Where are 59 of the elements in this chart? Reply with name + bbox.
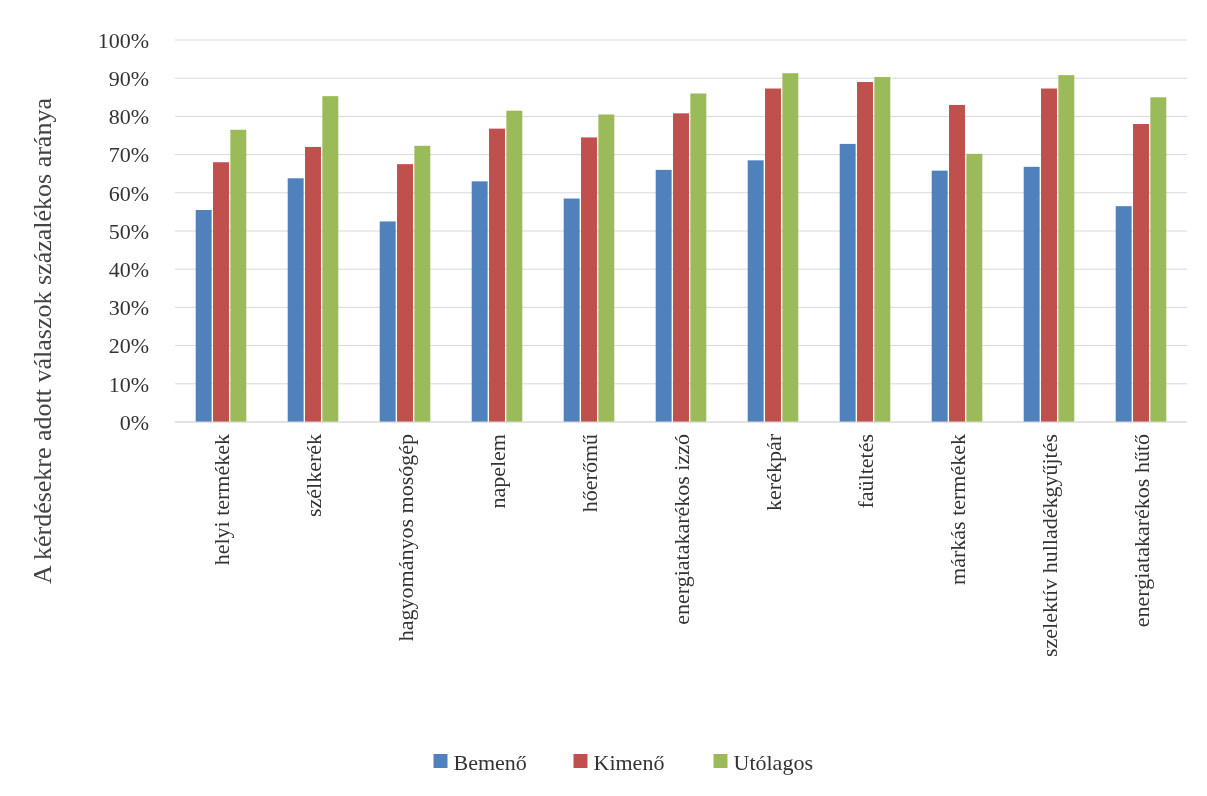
y-tick-label: 100% — [97, 27, 149, 53]
bar — [287, 178, 304, 422]
y-tick-label: 20% — [108, 333, 149, 359]
bar — [1150, 97, 1167, 422]
legend-label: Utólagos — [733, 749, 813, 775]
bar — [489, 128, 505, 422]
bar — [1133, 124, 1149, 422]
bar — [305, 146, 321, 422]
bar — [213, 162, 229, 422]
bar — [874, 77, 891, 422]
x-tick-label: hagyományos mosógép — [392, 434, 418, 642]
y-tick-label: 40% — [108, 256, 149, 282]
x-tick-label: szelektív hulladékgyűjtés — [1036, 434, 1062, 657]
bar — [195, 209, 212, 422]
bar — [379, 221, 396, 422]
bar — [931, 170, 948, 422]
x-tick-label: szélkerék — [300, 434, 326, 518]
y-tick-label: 30% — [108, 295, 149, 321]
y-tick-label: 0% — [119, 409, 149, 435]
x-tick-label: napelem — [484, 434, 510, 509]
bar — [1058, 75, 1075, 422]
y-tick-label: 80% — [108, 104, 149, 130]
bar — [966, 153, 983, 422]
bar — [397, 164, 413, 422]
x-tick-label: hőerőmű — [576, 434, 602, 513]
bar — [765, 88, 781, 422]
x-tick-label: helyi termékek — [208, 434, 234, 566]
bar — [747, 160, 764, 422]
bar — [563, 198, 580, 422]
bar — [598, 114, 615, 422]
bar — [1115, 206, 1132, 422]
bar — [782, 73, 799, 422]
y-axis-title: A kérdésekre adott válaszok százalékos aránya — [28, 97, 58, 584]
y-tick-label: 60% — [108, 180, 149, 206]
bar — [506, 110, 523, 422]
x-tick-label: faültetés — [852, 434, 878, 509]
bar — [690, 93, 707, 422]
y-tick-label: 10% — [108, 371, 149, 397]
bar — [673, 113, 689, 422]
y-tick-label: 70% — [108, 142, 149, 168]
y-tick-label: 90% — [108, 65, 149, 91]
legend-label: Kimenő — [593, 749, 665, 775]
bar — [839, 143, 856, 422]
x-tick-label: energiatakarékos hűtő — [1128, 434, 1154, 628]
bar — [1041, 88, 1057, 422]
bar — [581, 137, 597, 422]
bar — [655, 169, 672, 422]
legend-label: Bemenő — [453, 749, 527, 775]
x-tick-label: kerékpár — [760, 433, 786, 511]
bar — [1023, 166, 1040, 422]
y-tick-label: 50% — [108, 218, 149, 244]
bar — [471, 181, 488, 422]
bar — [322, 96, 339, 422]
bar — [230, 129, 247, 422]
bar — [414, 145, 431, 422]
bar — [949, 104, 965, 422]
x-tick-label: energiatakarékos izzó — [668, 434, 694, 625]
x-tick-label: márkás termékek — [944, 434, 970, 585]
bar — [857, 82, 873, 422]
